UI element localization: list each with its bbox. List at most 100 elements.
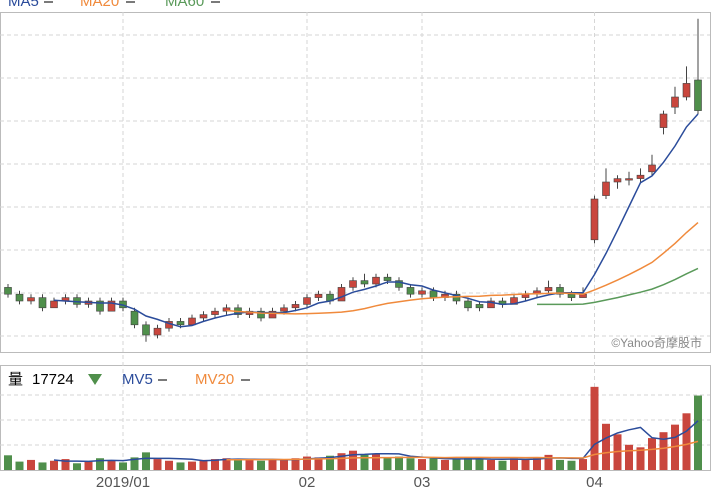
volume-bar (510, 458, 518, 470)
candle-body (15, 293, 24, 302)
candle-body (38, 297, 47, 309)
moving-average-line (537, 267, 699, 306)
volume-bar (38, 462, 47, 470)
volume-bar (314, 457, 323, 470)
volume-bar (625, 444, 633, 470)
volume-bar (533, 457, 541, 470)
volume-bar (349, 450, 357, 470)
volume-bar (556, 459, 564, 470)
legend-label: MV5 (122, 371, 153, 388)
candle-body (671, 96, 679, 108)
candle-body (602, 181, 610, 196)
candle-body (268, 310, 277, 319)
x-tick-label: 02 (299, 474, 316, 489)
volume-bar (487, 459, 495, 470)
volume-bar (130, 457, 139, 470)
moving-average-line (226, 440, 699, 461)
candle-body (199, 314, 208, 319)
volume-bar (61, 459, 70, 470)
candle-body (487, 300, 495, 309)
volume-bar (326, 455, 334, 470)
volume-bar (636, 447, 645, 470)
volume-bar (153, 459, 162, 470)
candle-body (96, 300, 104, 312)
volume-bar (188, 461, 196, 470)
volume-bar (73, 463, 81, 470)
candle-body (153, 327, 162, 336)
candle-body (406, 287, 415, 295)
volume-bar (268, 459, 277, 470)
volume-bar (567, 460, 576, 470)
volume-bar (4, 455, 12, 470)
candle-body (429, 290, 438, 298)
volume-bar (372, 454, 380, 470)
volume-bar (222, 458, 231, 470)
volume-bar (211, 459, 219, 470)
candle-body (383, 276, 392, 281)
volume-value: 17724 (32, 371, 74, 388)
candle-body (280, 307, 288, 312)
volume-bar (84, 461, 93, 470)
watermark: ©Yahoo奇摩股市 (611, 335, 702, 350)
volume-bar (360, 454, 369, 470)
x-tick-label: 03 (414, 474, 431, 489)
x-tick-label: 2019/01 (96, 474, 150, 489)
volume-bar (107, 460, 116, 470)
legend-label: MV20 (195, 371, 234, 388)
down-arrow (88, 374, 102, 385)
volume-bar (671, 424, 679, 470)
candle-body (314, 293, 323, 298)
candle-body (211, 310, 219, 315)
candle-body (418, 290, 426, 295)
candle-body (130, 310, 139, 326)
volume-bar (475, 459, 484, 470)
volume-bar (579, 459, 587, 470)
candle-body (360, 280, 369, 285)
volume-bar (406, 458, 415, 470)
volume-bar (682, 413, 691, 470)
moving-average-line (53, 420, 699, 463)
volume-bar (418, 459, 426, 470)
candle-body (556, 287, 564, 295)
candle-body (475, 304, 484, 309)
candle-body (291, 304, 300, 309)
candle-body (4, 287, 12, 295)
candle-body (682, 83, 691, 98)
volume-bar (303, 456, 311, 470)
legend-label: MA60 (165, 0, 204, 10)
legend-label: MA5 (8, 0, 39, 10)
candle-body (544, 287, 553, 292)
candle-body (372, 276, 380, 285)
volume-bar (50, 460, 58, 470)
volume-bar (291, 458, 300, 470)
volume-label: 量 (8, 371, 23, 388)
volume-bar (464, 457, 472, 470)
candle-body (337, 287, 346, 302)
volume-panel (0, 365, 711, 471)
volume-bar (176, 462, 185, 470)
candle-body (395, 280, 403, 288)
volume-bar (119, 462, 127, 470)
x-tick-label: 04 (586, 474, 603, 489)
volume-bar (142, 452, 150, 470)
candle-body (303, 297, 311, 305)
volume-bar (96, 458, 104, 470)
price-panel (0, 12, 711, 353)
candle-body (636, 174, 645, 179)
volume-bar (234, 459, 242, 470)
candle-body (613, 178, 622, 183)
moving-average-line (226, 222, 699, 315)
volume-bar (395, 456, 403, 470)
candle-body (659, 113, 668, 128)
volume-bar (521, 459, 530, 470)
volume-bar (590, 386, 599, 470)
candle-body (464, 300, 472, 309)
volume-bar (165, 460, 173, 470)
candle-body (694, 79, 702, 111)
candle-body (567, 293, 576, 298)
moving-average-line (53, 113, 699, 328)
candle-body (176, 321, 185, 326)
volume-bar (337, 453, 346, 470)
volume-bar (257, 460, 265, 470)
